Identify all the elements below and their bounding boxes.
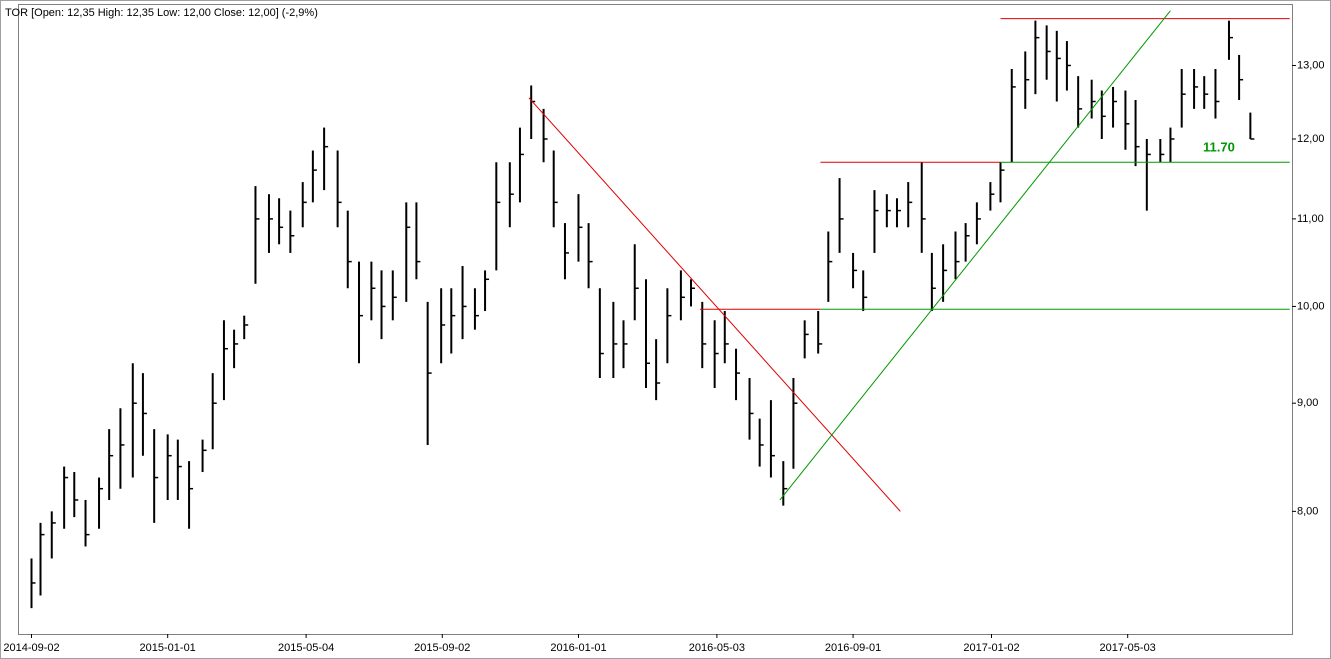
y-tick-label: 9,00: [1297, 397, 1318, 409]
annotation: 11.70: [1203, 139, 1235, 154]
x-tick-label: 2015-09-02: [414, 642, 470, 654]
x-tick-label: 2015-01-01: [140, 642, 196, 654]
x-tick-label: 2016-05-03: [689, 642, 745, 654]
y-tick-label: 8,00: [1297, 505, 1318, 517]
trend-line: [779, 10, 1171, 501]
chart-title: TOR [Open: 12,35 High: 12,35 Low: 12,00 …: [5, 7, 318, 19]
x-tick-label: 2015-05-04: [278, 642, 334, 654]
x-tick-label: 2017-01-02: [963, 642, 1019, 654]
y-tick-label: 12,00: [1297, 133, 1325, 145]
x-tick-label: 2014-09-02: [3, 642, 59, 654]
y-tick-label: 13,00: [1297, 59, 1325, 71]
x-tick-label: 2017-05-03: [1100, 642, 1156, 654]
y-tick-label: 11,00: [1297, 213, 1324, 225]
y-tick-label: 10,00: [1297, 300, 1325, 312]
trend-line: [528, 97, 901, 512]
x-tick-label: 2016-01-01: [550, 642, 606, 654]
x-tick-label: 2016-09-01: [825, 642, 881, 654]
plot-area: [18, 4, 1293, 635]
